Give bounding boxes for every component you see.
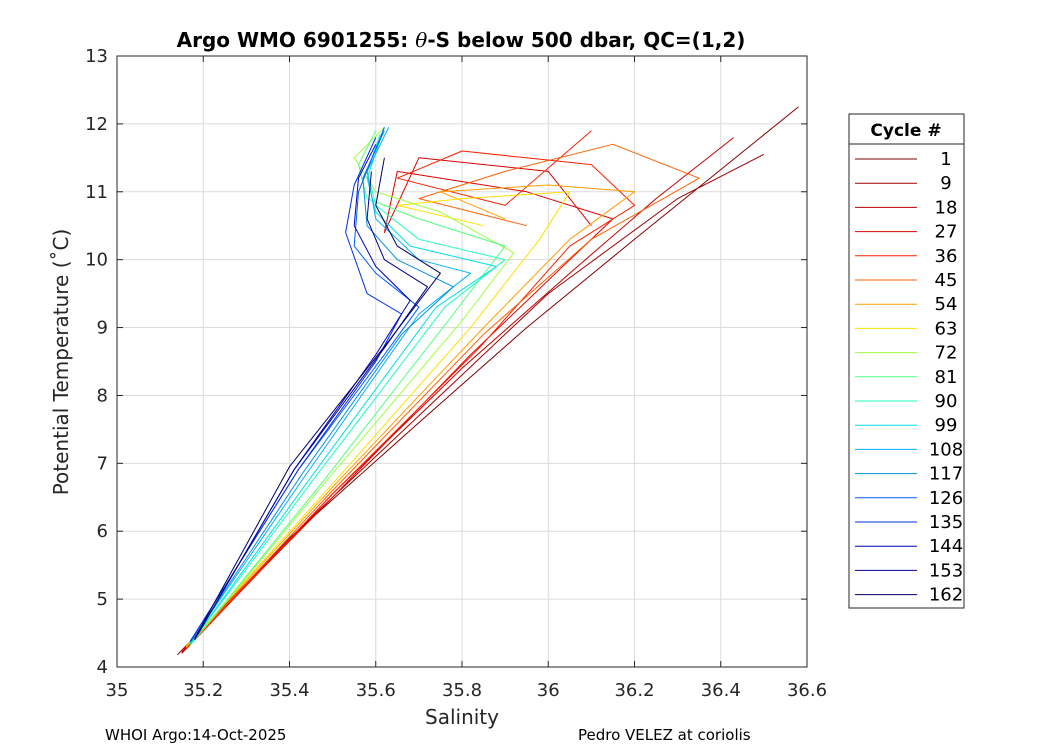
legend-label-27: 27 bbox=[935, 222, 958, 243]
legend-label-1: 1 bbox=[940, 149, 951, 170]
series-lines bbox=[177, 106, 799, 656]
series-line-63 bbox=[185, 191, 571, 647]
footer-credit-right: Pedro VELEZ at coriolis bbox=[578, 726, 751, 744]
x-tick-label: 36 bbox=[537, 680, 560, 701]
legend-label-117: 117 bbox=[929, 464, 963, 485]
x-tick-label: 35.2 bbox=[183, 680, 223, 701]
series-line-126 bbox=[189, 127, 420, 642]
series-line-153 bbox=[194, 171, 428, 641]
legend-label-90: 90 bbox=[935, 391, 958, 412]
x-tick-label: 35.8 bbox=[442, 680, 482, 701]
legend-label-81: 81 bbox=[935, 367, 958, 388]
legend-label-108: 108 bbox=[929, 439, 963, 460]
series-line-162 bbox=[194, 157, 441, 639]
y-tick-label: 9 bbox=[97, 318, 108, 339]
legend-label-72: 72 bbox=[935, 343, 958, 364]
x-axis-label: Salinity bbox=[425, 705, 499, 729]
legend-label-18: 18 bbox=[935, 197, 958, 218]
legend-label-63: 63 bbox=[935, 318, 958, 339]
legend-items: 1 9 18 27 36 45 54 63 72 81 90 99 108 117 126 135 144 153… bbox=[855, 149, 963, 606]
axis-ticks bbox=[116, 55, 808, 668]
y-tick-label: 12 bbox=[85, 114, 108, 135]
legend: Cycle # 19182736455463728190991081171261… bbox=[848, 113, 965, 609]
y-tick-label: 4 bbox=[97, 657, 108, 678]
x-tick-label: 35.4 bbox=[269, 680, 309, 701]
x-tick-label: 36.4 bbox=[701, 680, 741, 701]
series-line-54 bbox=[185, 184, 635, 647]
legend-label-126: 126 bbox=[929, 488, 963, 509]
series-line-108 bbox=[189, 127, 472, 643]
legend-label-36: 36 bbox=[935, 246, 958, 267]
legend-label-45: 45 bbox=[935, 270, 958, 291]
y-tick-label: 8 bbox=[97, 385, 108, 406]
series-line-117 bbox=[189, 130, 454, 643]
legend-title: Cycle # bbox=[870, 121, 941, 141]
x-tick-label: 35 bbox=[106, 680, 129, 701]
x-tick-label: 36.6 bbox=[787, 680, 827, 701]
legend-label-144: 144 bbox=[929, 536, 963, 557]
y-tick-label: 7 bbox=[97, 453, 108, 474]
y-axis-label: Potential Temperature (˚C) bbox=[49, 229, 73, 496]
y-tick-label: 11 bbox=[85, 182, 108, 203]
legend-label-9: 9 bbox=[940, 173, 951, 194]
series-line-99 bbox=[189, 127, 497, 645]
y-tick-label: 13 bbox=[85, 46, 108, 67]
legend-label-135: 135 bbox=[929, 512, 963, 533]
x-tick-labels: 35 35.2 35.4 35.6 35.8 36 36.2 36.4 36.6 bbox=[106, 680, 827, 701]
x-tick-label: 35.6 bbox=[356, 680, 396, 701]
series-line-45 bbox=[185, 143, 700, 649]
series-line-36 bbox=[185, 130, 635, 650]
legend-label-54: 54 bbox=[935, 294, 958, 315]
footer-credit-left: WHOI Argo:14-Oct-2025 bbox=[105, 726, 287, 744]
legend-box bbox=[848, 113, 965, 609]
y-tick-label: 6 bbox=[97, 521, 108, 542]
chart-title: Argo WMO 6901255: θ-S below 500 dbar, QC… bbox=[177, 28, 746, 52]
legend-label-162: 162 bbox=[929, 585, 963, 606]
series-line-135 bbox=[189, 137, 403, 642]
y-tick-labels: 4 5 6 7 8 9 10 11 12 13 bbox=[85, 46, 108, 678]
series-line-81 bbox=[189, 130, 506, 646]
series-line-72 bbox=[189, 126, 515, 646]
x-tick-label: 36.2 bbox=[614, 680, 654, 701]
y-tick-label: 10 bbox=[85, 250, 108, 271]
y-tick-label: 5 bbox=[97, 589, 108, 610]
legend-label-153: 153 bbox=[929, 560, 963, 581]
legend-label-99: 99 bbox=[935, 415, 958, 436]
